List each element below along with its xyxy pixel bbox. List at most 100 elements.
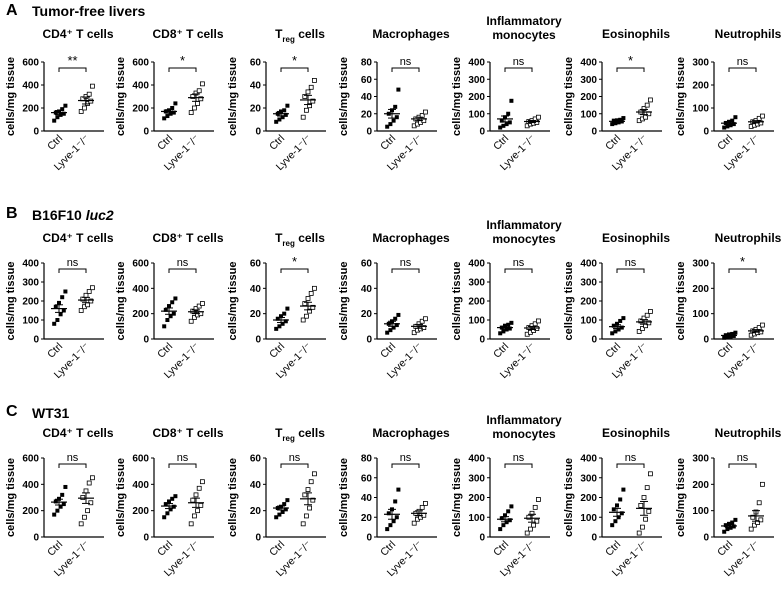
y-tick-label: 20 xyxy=(250,309,262,320)
y-tick-label: 20 xyxy=(361,309,373,320)
data-point xyxy=(501,123,506,128)
data-point xyxy=(728,334,733,339)
data-point xyxy=(171,110,176,115)
y-tick-label: 400 xyxy=(468,259,485,270)
significance-bracket xyxy=(280,268,309,273)
data-point xyxy=(388,523,393,528)
data-point xyxy=(733,517,738,522)
data-point xyxy=(394,515,399,520)
chart-title: Eosinophils xyxy=(602,426,670,440)
data-point xyxy=(165,318,170,322)
data-point xyxy=(63,103,68,108)
category-label: Ctrl xyxy=(267,341,287,361)
data-point xyxy=(618,497,623,502)
data-point xyxy=(422,501,428,506)
y-tick-label: 100 xyxy=(468,109,485,120)
data-point xyxy=(618,117,623,122)
data-point xyxy=(646,508,652,514)
y-tick-label: 600 xyxy=(132,454,149,465)
significance-label: ns xyxy=(289,452,301,464)
y-axis-label: cells/mg tissue xyxy=(675,458,687,537)
significance-bracket xyxy=(391,463,420,468)
data-point xyxy=(55,318,60,322)
data-point xyxy=(300,521,306,527)
data-point xyxy=(506,509,511,514)
significance-label: * xyxy=(292,53,297,68)
data-point xyxy=(748,526,754,532)
chart-title: CD4⁺ T cells xyxy=(42,231,113,245)
y-tick-label: 0 xyxy=(255,533,261,544)
data-point xyxy=(394,323,399,328)
data-point xyxy=(80,495,86,500)
chart-B-7: Neutrophils cells/mg tissue 0 100 200 300 Ctrl… xyxy=(675,231,782,381)
category-label: Ctrl xyxy=(45,341,65,361)
data-point xyxy=(282,502,287,507)
data-point xyxy=(90,83,95,89)
data-point xyxy=(498,125,503,130)
chart-title: CD8⁺ T cells xyxy=(152,27,223,41)
data-point xyxy=(760,322,765,328)
data-point xyxy=(385,330,390,335)
data-point xyxy=(391,118,396,123)
y-tick-label: 60 xyxy=(250,454,262,465)
y-tick-label: 200 xyxy=(468,297,485,308)
data-point xyxy=(82,514,87,520)
data-point xyxy=(195,508,201,514)
data-point xyxy=(619,325,624,330)
y-tick-label: 60 xyxy=(250,259,262,270)
data-point xyxy=(388,122,393,127)
data-point xyxy=(303,107,309,113)
data-point xyxy=(78,109,84,114)
chart-title: Eosinophils xyxy=(602,27,670,41)
data-point xyxy=(162,515,167,520)
data-point xyxy=(393,316,398,321)
data-point xyxy=(388,328,393,333)
data-point xyxy=(88,500,94,506)
significance-label: ns xyxy=(400,56,412,68)
y-axis-label: cells/mg tissue xyxy=(5,262,17,341)
data-point xyxy=(61,308,66,313)
category-label: Ctrl xyxy=(378,539,398,559)
data-point xyxy=(386,511,391,516)
category-label: Ctrl xyxy=(45,133,65,153)
data-point xyxy=(86,91,92,97)
significance-label: * xyxy=(740,254,745,269)
data-point xyxy=(641,495,647,500)
data-point xyxy=(90,285,95,291)
data-point xyxy=(60,492,65,497)
section-title-b: B16F10 luc2 xyxy=(32,207,114,223)
data-point xyxy=(422,109,428,115)
y-tick-label: 400 xyxy=(22,259,39,270)
data-point xyxy=(507,120,512,125)
y-axis-label: cells/mg tissue xyxy=(338,262,350,341)
y-tick-label: 0 xyxy=(591,335,597,346)
data-point xyxy=(191,315,197,320)
y-tick-label: 400 xyxy=(132,480,149,491)
data-point xyxy=(648,471,653,477)
chart-C-7: Neutrophils cells/mg tissue 0 100 200 300 Ctrl… xyxy=(675,426,782,579)
data-point xyxy=(52,512,57,517)
data-point xyxy=(498,331,503,336)
data-point xyxy=(385,527,390,532)
data-point xyxy=(86,289,92,294)
chart-B-5: Inflammatory monocytes cells/mg tissue 0 100… xyxy=(451,218,562,381)
data-point xyxy=(302,94,308,99)
chart-title: Neutrophils xyxy=(715,426,782,440)
data-point xyxy=(165,511,170,516)
data-point xyxy=(63,289,68,294)
data-point xyxy=(509,320,514,325)
data-point xyxy=(78,521,84,527)
significance-label: * xyxy=(292,254,297,269)
data-point xyxy=(419,504,425,510)
significance-bracket xyxy=(616,463,645,468)
data-point xyxy=(422,316,428,322)
data-point xyxy=(90,475,95,481)
significance-bracket xyxy=(58,67,87,72)
significance-label: ns xyxy=(513,257,525,269)
data-point xyxy=(610,523,615,528)
chart-A-7: Neutrophils cells/mg tissue 0 100 200 300 Ctrl… xyxy=(675,27,782,173)
data-point xyxy=(195,101,201,106)
y-tick-label: 0 xyxy=(33,127,39,138)
